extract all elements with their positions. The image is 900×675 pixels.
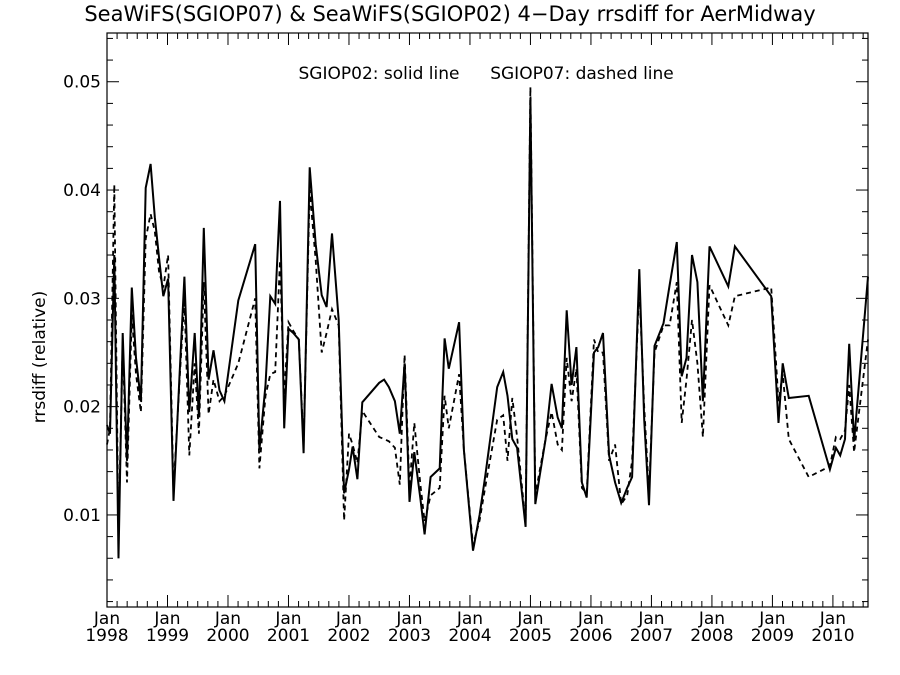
x-tick-year-label: 2003	[388, 626, 431, 646]
x-tick-year-label: 1998	[85, 626, 128, 646]
axes	[106, 32, 869, 608]
x-tick-year-label: 1999	[146, 626, 189, 646]
x-tick-year-label: 2009	[751, 626, 794, 646]
series-lines	[106, 87, 869, 559]
x-tick-month-label: Jan	[93, 609, 120, 629]
x-tick-year-label: 2000	[206, 626, 249, 646]
x-tick-month-label: Jan	[516, 609, 543, 629]
plot-frame	[106, 32, 869, 608]
y-tick-label: 0.01	[63, 506, 101, 526]
x-tick-year-label: 2008	[690, 626, 733, 646]
y-tick-label: 0.05	[63, 73, 101, 93]
x-tick-month-label: Jan	[637, 609, 664, 629]
x-tick-month-label: Jan	[274, 609, 301, 629]
annotation-sgiop02: SGIOP02: solid line	[299, 64, 460, 84]
annotation-sgiop07: SGIOP07: dashed line	[490, 64, 674, 84]
series-line-sgiop02	[106, 97, 869, 559]
x-tick-year-label: 2002	[327, 626, 370, 646]
y-tick-label: 0.03	[63, 289, 101, 309]
series-line-sgiop07	[106, 87, 869, 546]
x-tick-year-label: 2004	[448, 626, 491, 646]
x-tick-month-label: Jan	[456, 609, 483, 629]
y-tick-label: 0.02	[63, 398, 101, 418]
x-tick-year-label: 2001	[267, 626, 310, 646]
x-tick-year-label: 2006	[569, 626, 612, 646]
x-tick-year-label: 2005	[509, 626, 552, 646]
y-axis-label: rrsdiff (relative)	[30, 291, 50, 424]
x-tick-month-label: Jan	[758, 609, 785, 629]
x-tick-month-label: Jan	[698, 609, 725, 629]
axis-ticks	[106, 33, 868, 607]
chart-title: SeaWiFS(SGIOP07) & SeaWiFS(SGIOP02) 4−Da…	[84, 2, 816, 26]
y-tick-label: 0.04	[63, 181, 101, 201]
x-tick-month-label: Jan	[214, 609, 241, 629]
tick-labels: 0.010.020.030.040.05Jan1998Jan1999Jan200…	[63, 73, 854, 646]
x-tick-year-label: 2007	[630, 626, 673, 646]
x-tick-month-label: Jan	[395, 609, 422, 629]
x-tick-month-label: Jan	[335, 609, 362, 629]
x-tick-month-label: Jan	[577, 609, 604, 629]
x-tick-month-label: Jan	[153, 609, 180, 629]
x-tick-month-label: Jan	[819, 609, 846, 629]
x-tick-year-label: 2010	[811, 626, 854, 646]
